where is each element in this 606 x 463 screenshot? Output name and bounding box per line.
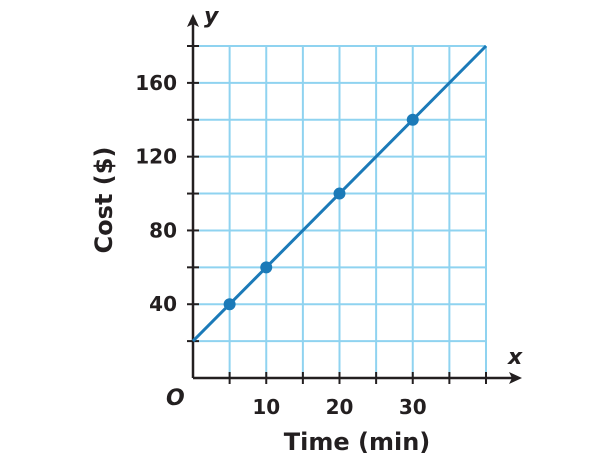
origin-label: O — [166, 386, 185, 411]
tick-marks: 10 20 30 40 80 120 160 — [135, 45, 487, 419]
axes — [187, 14, 522, 384]
y-axis-letter: y — [204, 4, 220, 29]
y-tick-label: 80 — [149, 218, 177, 242]
x-axis-arrow-icon — [509, 372, 522, 384]
y-tick-label: 120 — [135, 145, 177, 169]
data-point — [406, 113, 419, 126]
labels: x y O Time (min) Cost ($) — [90, 4, 523, 456]
y-tick-label: 160 — [135, 71, 177, 95]
y-tick-label: 40 — [149, 292, 177, 316]
x-tick-label: 30 — [399, 395, 427, 419]
data-point — [223, 298, 236, 311]
grid — [193, 45, 487, 378]
series — [191, 44, 488, 343]
x-axis-letter: x — [507, 345, 523, 370]
x-tick-label: 10 — [252, 395, 280, 419]
y-axis-arrow-icon — [187, 14, 199, 27]
data-point — [260, 261, 273, 274]
y-axis-title: Cost ($) — [90, 147, 118, 254]
x-tick-label: 20 — [326, 395, 354, 419]
x-axis-title: Time (min) — [284, 428, 431, 456]
data-point — [333, 187, 346, 200]
